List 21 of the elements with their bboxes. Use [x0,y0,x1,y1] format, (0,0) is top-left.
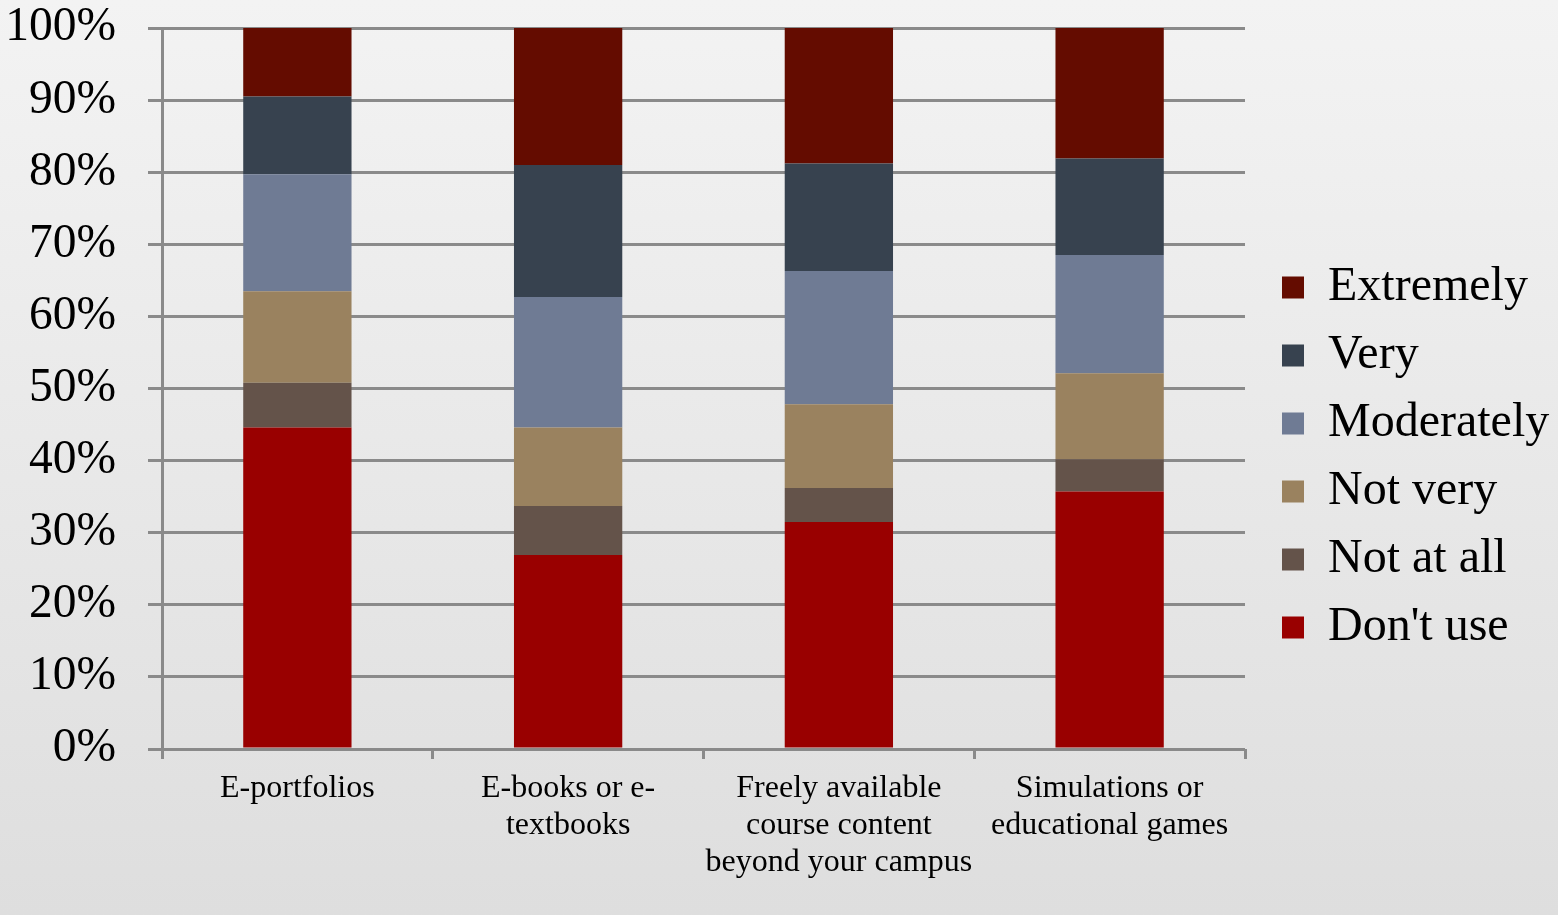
x-tick-label: E-portfolios [220,767,375,804]
y-tick-label: 30% [28,503,116,556]
y-tick-label: 0% [52,719,116,772]
legend-label: Not very [1328,461,1498,515]
y-tick-label: 50% [28,358,116,411]
y-tick-label: 60% [28,286,116,339]
legend-label: Don't use [1328,597,1509,651]
legend-label: Moderately [1328,393,1550,447]
x-tick-label: Simulations or educational games [991,767,1229,842]
legend-label: Extremely [1328,257,1528,311]
legend-label: Not at all [1328,529,1507,583]
y-tick-label: 80% [28,142,116,195]
legend-label: Very [1328,325,1419,379]
y-tick-label: 100% [5,0,116,51]
y-tick-label: 40% [28,431,116,484]
y-tick-label: 90% [28,70,116,123]
y-tick-label: 70% [28,214,116,267]
y-tick-label: 10% [28,647,116,700]
x-tick-label: E-books or e-textbooks [481,767,656,842]
y-tick-label: 20% [28,575,116,628]
x-tick-label: Freely available course content beyond your campus [705,767,973,879]
